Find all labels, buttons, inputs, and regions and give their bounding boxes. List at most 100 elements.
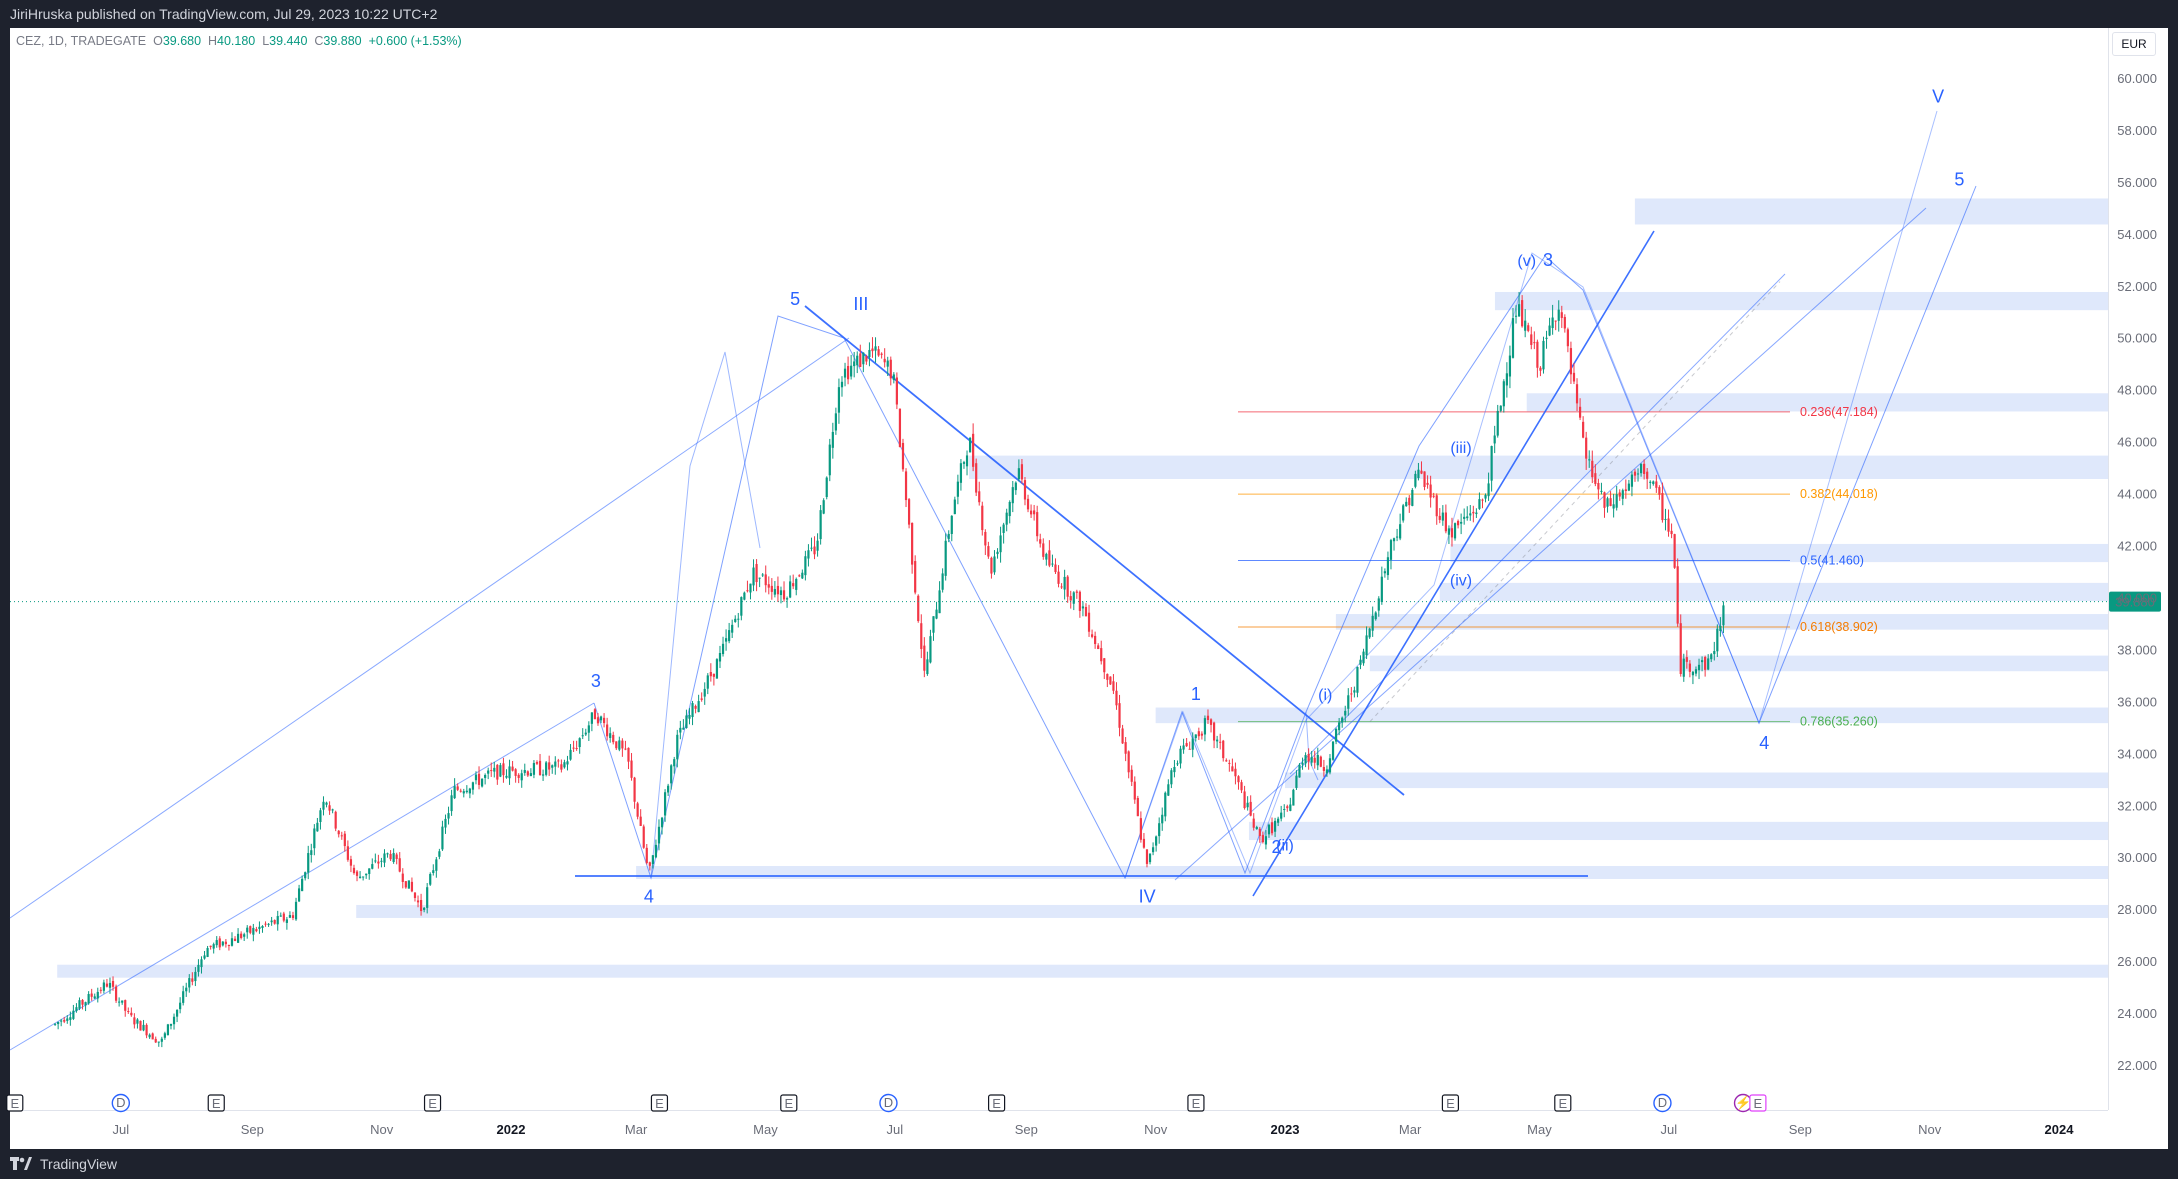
candle-body [691,703,694,718]
candle-body [749,583,752,593]
candle-body [850,365,853,377]
candle-body [1072,592,1075,604]
candle-body [731,624,734,633]
candle-body [1588,459,1591,461]
candle-body [1331,741,1335,760]
change-value: +0.600 (+1.53%) [368,34,462,48]
candle-body [1456,520,1460,526]
candle-body [1005,512,1008,525]
candle-body [1078,591,1081,611]
candle-body [813,546,816,555]
candle-body [618,740,621,750]
support-zone [1634,198,2108,225]
candle-body [840,381,844,388]
candle-body [978,491,981,503]
candle-body [1289,804,1292,811]
candle-body [499,765,502,777]
publisher-text: JiriHruska published on TradingView.com,… [10,6,438,22]
candle-body [240,933,243,938]
candle-body [426,887,429,908]
candle-body [133,1017,136,1025]
price-tick-label: 60.000 [2117,71,2157,86]
candle-body [898,408,902,448]
candle-body [892,374,895,381]
candle-body [901,442,905,470]
candle-body [1563,316,1566,329]
candle-body [1255,827,1258,830]
candle-body [1450,528,1454,538]
earnings-label: E [784,1096,793,1111]
candle-body [810,547,813,549]
candle-body [1356,666,1359,693]
time-tick-label: Jul [113,1122,130,1137]
drawing-lines [9,110,1977,1051]
fib-level-label: 0.382(44.018) [1800,487,1878,501]
candle-body [990,557,993,574]
support-zone [1526,393,2108,412]
candle-body [1051,563,1054,565]
candle-body [1023,480,1027,500]
candle-body [340,835,343,837]
candle-body [1414,473,1417,487]
candle-body [224,941,227,945]
candle-body [706,675,709,689]
candle-body [667,785,670,793]
candle-body [1246,802,1249,808]
candle-body [1633,471,1637,476]
candle-body [325,802,328,805]
time-axis[interactable]: Jul Sep Nov 2022 Mar May Jul Sep Nov 2023 Mar May Ju… [10,1110,2108,1138]
candle-body [246,927,249,933]
candle-body [392,853,395,863]
candle-body [859,353,862,367]
candle-body [1405,501,1408,507]
earnings-label: E [655,1096,664,1111]
wave-label: (iii) [1450,440,1471,457]
candle-body [523,770,526,773]
candle-body [151,1033,154,1040]
candle-body [1661,493,1664,521]
candle-body [398,858,401,872]
candle-body [1097,645,1100,650]
candle-body [636,803,639,817]
candle-body [166,1024,170,1036]
last-price-label: 39.880 [2115,595,2155,610]
symbol-name[interactable]: CEZ, 1D, TRADEGATE [16,34,147,48]
price-axis[interactable]: 22.000 24.000 26.000 28.000 30.000 32.000 34.0… [2108,28,2158,1110]
candle-body [700,698,703,700]
currency-button[interactable]: EUR [2112,32,2156,56]
candle-body [773,589,776,595]
candle-body [1386,557,1390,576]
candle-body [1609,498,1612,506]
candle-body [1334,728,1338,742]
candle-body [1133,781,1136,800]
candle-body [407,880,410,889]
candle-body [560,764,563,770]
time-tick-label: Sep [241,1122,264,1137]
candle-body [1185,743,1188,747]
candle-body [825,477,828,498]
earnings-marker: E [1187,1094,1205,1112]
candle-body [1002,524,1005,533]
candle-body [233,938,237,941]
candle-body [264,923,267,925]
candle-body [1380,576,1383,602]
candle-body [1606,498,1609,507]
candle-body [1682,658,1685,677]
candle-body [1615,494,1618,508]
candle-body [1530,334,1533,345]
candle-body [410,881,414,892]
candle-body [575,748,578,750]
candle-body [145,1024,148,1036]
tradingview-logo[interactable]: TradingView [10,1149,117,1179]
candle-body [984,531,987,546]
price-tick-label: 40.000 [2117,590,2157,605]
candle-body [526,771,529,776]
candle-body [660,817,664,828]
candle-body [1408,497,1411,506]
candle-body [328,805,331,811]
candle-body [801,572,804,579]
candle-body [221,941,224,946]
time-tick-label: Sep [1015,1122,1038,1137]
candle-body [715,659,719,679]
